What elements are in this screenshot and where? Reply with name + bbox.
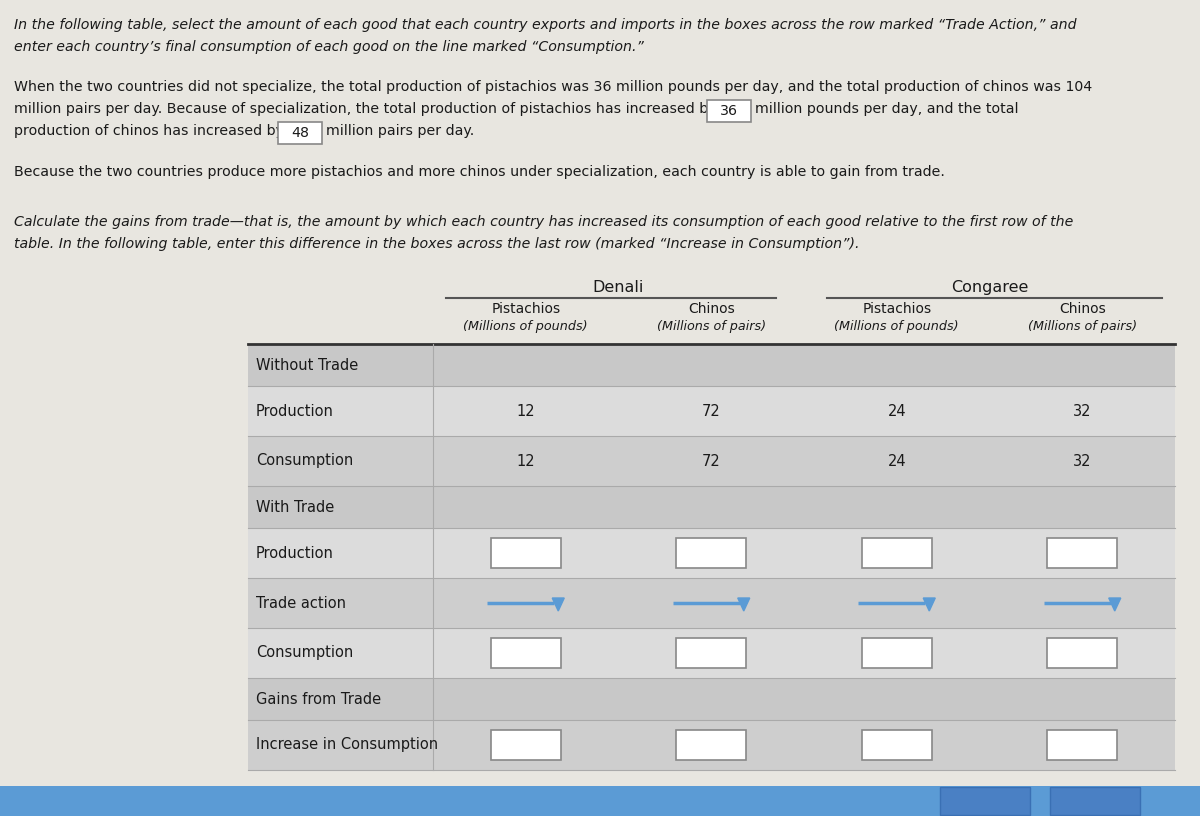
Text: 24: 24 xyxy=(888,454,906,468)
Text: table. In the following table, enter this difference in the boxes across the las: table. In the following table, enter thi… xyxy=(14,237,859,251)
Text: (Millions of pounds): (Millions of pounds) xyxy=(834,320,959,333)
Text: Chinos: Chinos xyxy=(1058,302,1105,316)
Text: Consumption: Consumption xyxy=(256,645,353,660)
Text: 32: 32 xyxy=(1073,403,1092,419)
Bar xyxy=(1048,638,1117,668)
Bar xyxy=(248,720,1175,770)
Bar xyxy=(278,122,322,144)
Polygon shape xyxy=(1109,598,1121,611)
Text: Production: Production xyxy=(256,546,334,561)
Bar xyxy=(491,730,560,760)
Text: million pounds per day, and the total: million pounds per day, and the total xyxy=(755,102,1019,116)
Bar xyxy=(1048,730,1117,760)
Text: 48: 48 xyxy=(292,126,308,140)
Bar xyxy=(248,628,1175,678)
Text: With Trade: With Trade xyxy=(256,499,335,515)
Text: Pistachios: Pistachios xyxy=(862,302,931,316)
Bar xyxy=(707,100,751,122)
Text: 72: 72 xyxy=(702,454,721,468)
Polygon shape xyxy=(923,598,935,611)
Polygon shape xyxy=(552,598,564,611)
Text: (Millions of pairs): (Millions of pairs) xyxy=(1027,320,1136,333)
Text: Calculate the gains from trade—that is, the amount by which each country has inc: Calculate the gains from trade—that is, … xyxy=(14,215,1073,229)
Polygon shape xyxy=(738,598,750,611)
Bar xyxy=(1050,787,1140,815)
Text: million pairs per day. Because of specialization, the total production of pistac: million pairs per day. Because of specia… xyxy=(14,102,716,116)
Bar xyxy=(0,786,1200,816)
Bar xyxy=(248,344,1175,386)
Text: Chinos: Chinos xyxy=(688,302,734,316)
Text: 72: 72 xyxy=(702,403,721,419)
Bar xyxy=(248,486,1175,528)
Text: Increase in Consumption: Increase in Consumption xyxy=(256,738,438,752)
Text: Denali: Denali xyxy=(593,280,644,295)
Text: (Millions of pounds): (Millions of pounds) xyxy=(463,320,588,333)
Bar xyxy=(491,538,560,568)
Bar xyxy=(248,528,1175,578)
Text: Production: Production xyxy=(256,403,334,419)
Text: Congaree: Congaree xyxy=(950,280,1028,295)
Text: 12: 12 xyxy=(516,454,535,468)
Text: In the following table, select the amount of each good that each country exports: In the following table, select the amoun… xyxy=(14,18,1076,32)
Bar xyxy=(862,538,931,568)
Text: production of chinos has increased by: production of chinos has increased by xyxy=(14,124,284,138)
Bar xyxy=(248,386,1175,436)
Bar xyxy=(940,787,1030,815)
Text: Because the two countries produce more pistachios and more chinos under speciali: Because the two countries produce more p… xyxy=(14,165,944,179)
Bar xyxy=(491,638,560,668)
Text: 12: 12 xyxy=(516,403,535,419)
Bar xyxy=(1048,538,1117,568)
Text: Consumption: Consumption xyxy=(256,454,353,468)
Bar xyxy=(677,638,746,668)
Bar xyxy=(248,678,1175,720)
Bar xyxy=(677,730,746,760)
Text: 24: 24 xyxy=(888,403,906,419)
Bar xyxy=(248,578,1175,628)
Text: million pairs per day.: million pairs per day. xyxy=(326,124,474,138)
Text: (Millions of pairs): (Millions of pairs) xyxy=(656,320,766,333)
Text: Trade action: Trade action xyxy=(256,596,346,610)
Text: When the two countries did not specialize, the total production of pistachios wa: When the two countries did not specializ… xyxy=(14,80,1092,94)
Bar xyxy=(677,538,746,568)
Bar xyxy=(862,638,931,668)
Text: enter each country’s final consumption of each good on the line marked “Consumpt: enter each country’s final consumption o… xyxy=(14,40,644,54)
Text: Gains from Trade: Gains from Trade xyxy=(256,691,382,707)
Text: Without Trade: Without Trade xyxy=(256,357,359,372)
Text: 36: 36 xyxy=(720,104,738,118)
Bar xyxy=(248,436,1175,486)
Text: 32: 32 xyxy=(1073,454,1092,468)
Text: Pistachios: Pistachios xyxy=(491,302,560,316)
Bar xyxy=(862,730,931,760)
